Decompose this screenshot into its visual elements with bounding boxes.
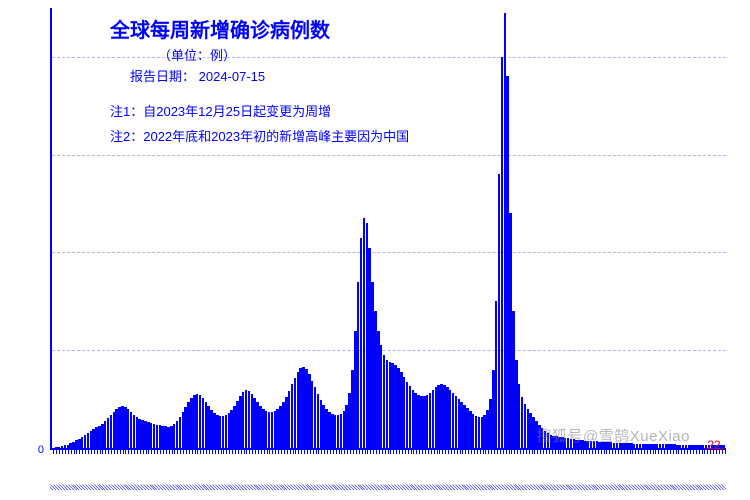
y-axis-ticks: 0 [0,8,48,450]
x-axis-labels: ————————————————————————————————————————… [50,452,726,490]
chart-title: 全球每周新增确诊病例数 [110,14,409,43]
y-tick-label: 0 [0,444,44,456]
watermark: 搜狐号@雪鹄XueXiao [537,425,690,446]
chart-note-1: 注1：自2023年12月25日起变更为周增 [110,101,409,120]
chart-subtitle: （单位：例） [110,45,409,64]
chart-note-2: 注2：2022年底和2023年初的新增高峰主要因为中国 [110,126,409,145]
report-date-line: 报告日期： 2024-07-15 [110,66,409,85]
report-date-label: 报告日期： [130,69,195,84]
report-date-value: 2024-07-15 [199,69,266,84]
end-value-label: 22, [707,438,724,452]
chart-container: 全球每周新增确诊病例数 （单位：例） 报告日期： 2024-07-15 注1：自… [0,0,750,500]
title-block: 全球每周新增确诊病例数 （单位：例） 报告日期： 2024-07-15 注1：自… [110,14,409,145]
